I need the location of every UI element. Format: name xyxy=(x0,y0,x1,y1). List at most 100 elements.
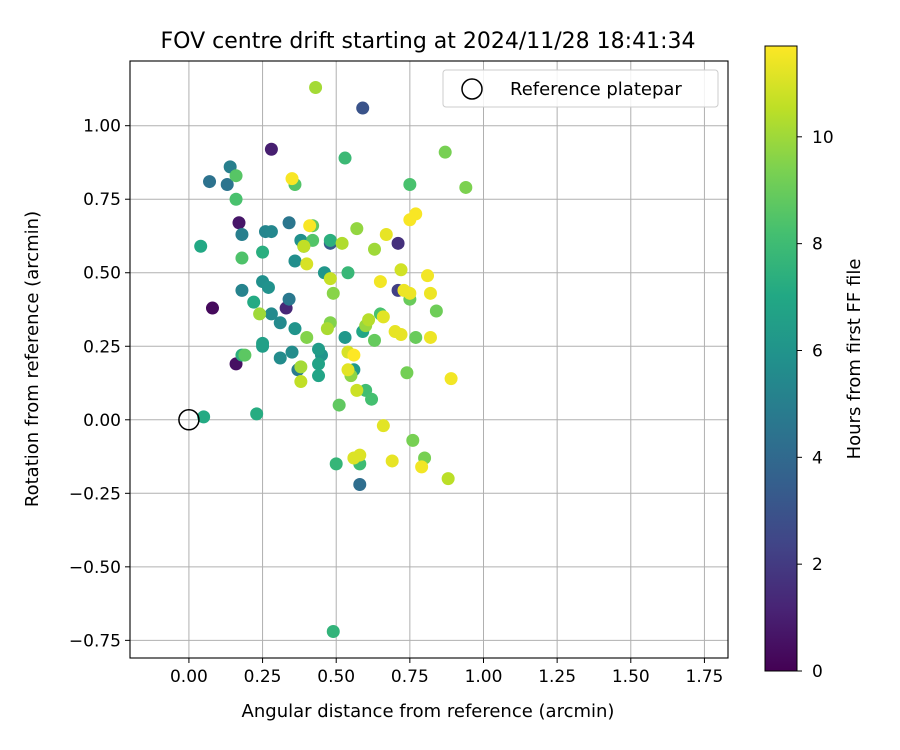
data-point xyxy=(203,175,217,189)
data-point xyxy=(235,228,249,242)
y-axis-label: Rotation from reference (arcmin) xyxy=(22,211,43,507)
data-point xyxy=(197,410,211,424)
data-point xyxy=(423,330,437,344)
data-point xyxy=(400,366,414,380)
data-point xyxy=(288,322,302,336)
data-point xyxy=(421,269,435,283)
y-tick-label: 0.75 xyxy=(83,190,121,210)
x-tick-label: 1.00 xyxy=(465,667,503,687)
data-point xyxy=(385,454,399,468)
data-point xyxy=(459,180,473,194)
data-point xyxy=(205,301,219,315)
data-point xyxy=(415,460,429,474)
data-point xyxy=(229,169,243,183)
x-tick-label: 0.75 xyxy=(391,667,429,687)
colorbar-tick-label: 0 xyxy=(812,662,823,682)
data-point xyxy=(285,345,299,359)
data-point xyxy=(423,286,437,300)
data-point xyxy=(403,286,417,300)
data-point xyxy=(232,216,246,230)
data-point xyxy=(379,228,393,242)
data-point xyxy=(409,207,423,221)
data-point xyxy=(444,372,458,386)
data-point xyxy=(238,348,252,362)
x-tick-label: 1.50 xyxy=(612,667,650,687)
x-tick-label: 0.25 xyxy=(244,667,282,687)
colorbar-tick-label: 4 xyxy=(812,448,823,468)
data-point xyxy=(403,178,417,192)
data-point xyxy=(294,360,308,374)
data-point xyxy=(326,286,340,300)
data-point xyxy=(309,80,323,94)
x-tick-label: 1.75 xyxy=(686,667,724,687)
grid xyxy=(130,61,728,658)
colorbar-tick-label: 8 xyxy=(812,235,823,255)
y-tick-label: −0.50 xyxy=(69,558,121,578)
data-point xyxy=(376,310,390,324)
x-tick-label: 1.25 xyxy=(538,667,576,687)
data-point xyxy=(247,295,261,309)
data-point xyxy=(194,239,208,253)
data-point xyxy=(250,407,264,421)
y-tick-label: −0.25 xyxy=(69,484,121,504)
colorbar-ticks: 0 2 4 6 8 10 xyxy=(797,128,834,682)
data-point xyxy=(300,257,314,271)
data-point xyxy=(429,304,443,318)
x-axis-ticks: 0.00 0.25 0.50 0.75 1.00 1.25 1.50 1.75 xyxy=(170,658,723,687)
data-point xyxy=(326,625,340,639)
data-point xyxy=(312,369,326,383)
data-point xyxy=(356,101,370,115)
y-tick-label: 1.00 xyxy=(83,117,121,137)
colorbar xyxy=(764,45,798,672)
data-point xyxy=(253,307,267,321)
data-point xyxy=(341,363,355,377)
data-point xyxy=(229,192,243,206)
data-point xyxy=(264,142,278,156)
data-point xyxy=(264,225,278,239)
data-point xyxy=(409,330,423,344)
data-point xyxy=(288,254,302,268)
data-point xyxy=(256,245,270,259)
data-point xyxy=(341,266,355,280)
data-point xyxy=(282,292,296,306)
colorbar-tick-label: 6 xyxy=(812,341,823,361)
colorbar-tick-label: 10 xyxy=(812,128,834,148)
data-point xyxy=(282,216,296,230)
x-axis-label: Angular distance from reference (arcmin) xyxy=(242,701,615,722)
data-point xyxy=(294,375,308,389)
data-point xyxy=(347,348,361,362)
data-point xyxy=(332,398,346,412)
data-point xyxy=(323,272,337,286)
x-tick-label: 0.00 xyxy=(170,667,208,687)
data-point xyxy=(376,419,390,433)
data-point xyxy=(338,151,352,165)
data-point xyxy=(406,433,420,447)
data-point xyxy=(394,328,408,342)
data-point xyxy=(353,477,367,491)
colorbar-label: Hours from first FF file xyxy=(844,259,865,460)
data-point xyxy=(373,275,387,289)
data-point xyxy=(365,392,379,406)
data-point xyxy=(273,351,287,365)
data-point xyxy=(350,383,364,397)
chart-title: FOV centre drift starting at 2024/11/28 … xyxy=(161,29,696,54)
legend-open-circle-icon xyxy=(461,78,483,100)
y-axis-ticks: −0.75 −0.50 −0.25 0.00 0.25 0.50 0.75 1.00 xyxy=(69,117,130,651)
legend-label: Reference platepar xyxy=(510,79,682,100)
data-point xyxy=(285,172,299,186)
data-point xyxy=(441,472,455,486)
data-point xyxy=(438,145,452,159)
data-point xyxy=(297,239,311,253)
data-point xyxy=(312,357,326,371)
data-point xyxy=(368,242,382,256)
data-point xyxy=(338,330,352,344)
data-point xyxy=(362,313,376,327)
data-point xyxy=(300,330,314,344)
data-point xyxy=(391,236,405,250)
legend: Reference platepar xyxy=(442,69,719,108)
data-point xyxy=(235,251,249,265)
data-point xyxy=(312,342,326,356)
data-point xyxy=(264,307,278,321)
data-point xyxy=(220,178,234,192)
